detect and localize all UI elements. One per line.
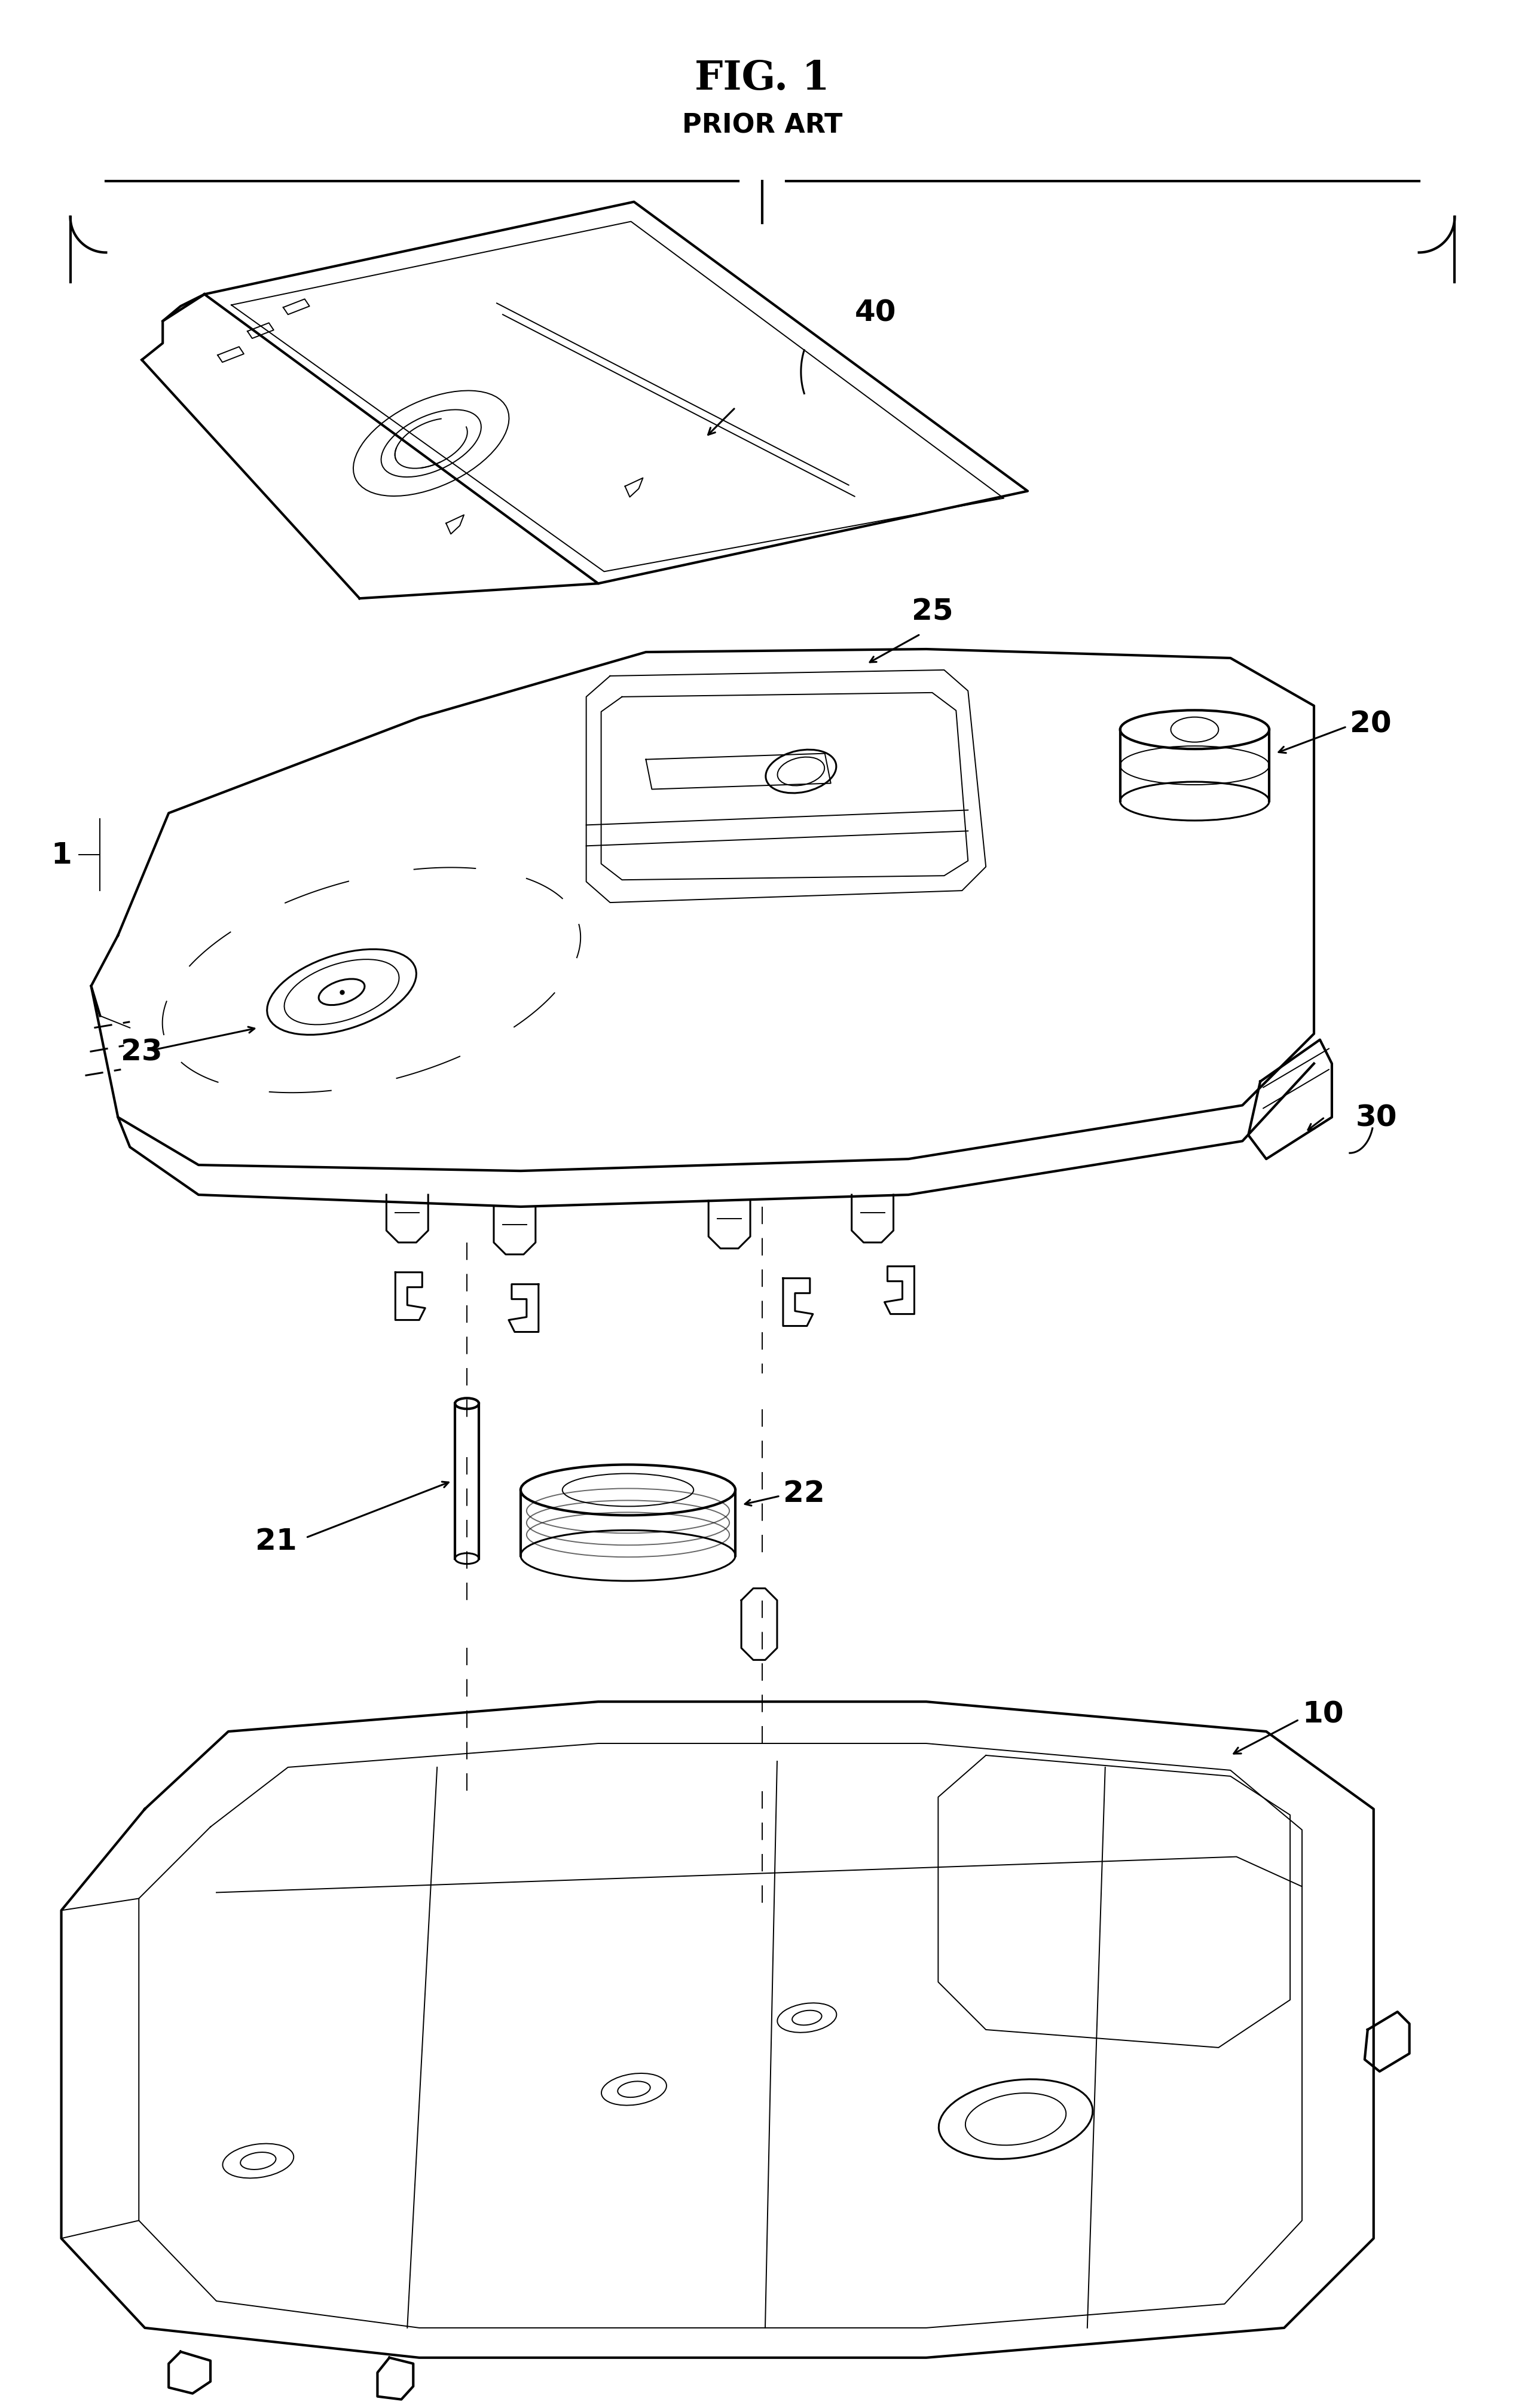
Text: 22: 22 xyxy=(782,1479,825,1507)
Text: PRIOR ART: PRIOR ART xyxy=(682,113,842,140)
Text: 20: 20 xyxy=(1350,710,1391,739)
Text: 21: 21 xyxy=(255,1527,297,1556)
Text: FIG. 1: FIG. 1 xyxy=(695,60,830,99)
Text: 10: 10 xyxy=(1302,1700,1344,1729)
Text: 40: 40 xyxy=(854,299,897,327)
Text: 1: 1 xyxy=(50,840,72,869)
Text: 23: 23 xyxy=(120,1038,163,1067)
Text: 25: 25 xyxy=(912,597,953,626)
Text: 30: 30 xyxy=(1356,1103,1397,1132)
